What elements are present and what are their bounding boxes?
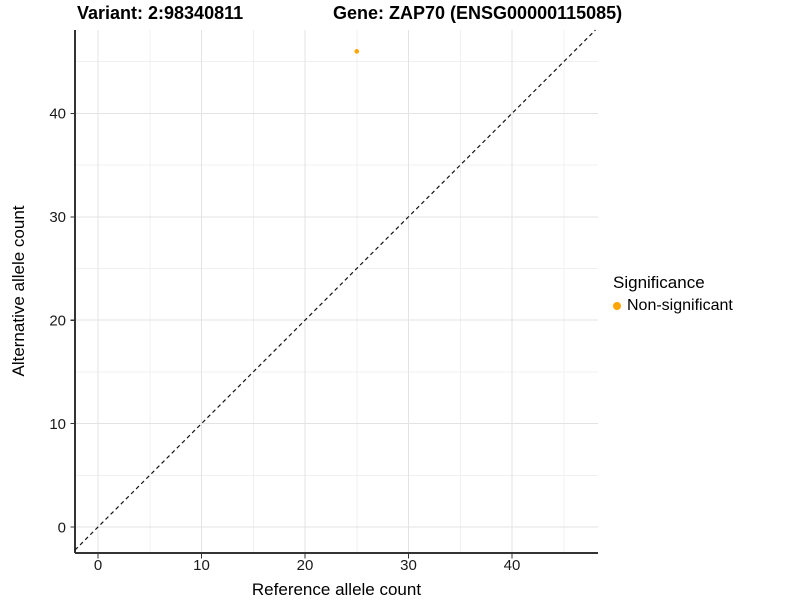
x-axis-title: Reference allele count [251,580,422,599]
axis-lines [74,30,598,554]
legend-entry: Non-significant [613,296,733,316]
y-tick-label: 20 [49,313,66,330]
variant-title: Variant: 2:98340811 [77,3,244,23]
legend-point-icon [613,302,621,310]
gene-title: Gene: ZAP70 (ENSG00000115085) [333,3,623,23]
data-points [354,49,360,54]
grid-minor [75,30,598,553]
y-tick-label: 30 [49,209,66,226]
y-tick-label: 40 [49,106,66,123]
legend-title: Significance [613,273,705,292]
y-tick-label: 10 [49,416,66,433]
identity-line [74,29,596,551]
x-tick-label: 0 [94,557,102,574]
data-point [354,49,360,54]
tick-labels: 0 10 20 30 40 0 10 20 30 40 [49,106,520,574]
y-axis-title: Alternative allele count [9,205,28,377]
x-tick-label: 30 [400,557,417,574]
tick-marks [70,112,513,559]
x-tick-label: 40 [504,557,521,574]
x-tick-label: 20 [297,557,314,574]
legend-entry-label: Non-significant [627,297,733,314]
legend: Significance Non-significant [613,272,733,316]
grid-major [75,30,598,553]
y-tick-label: 0 [58,519,66,536]
x-tick-label: 10 [193,557,210,574]
